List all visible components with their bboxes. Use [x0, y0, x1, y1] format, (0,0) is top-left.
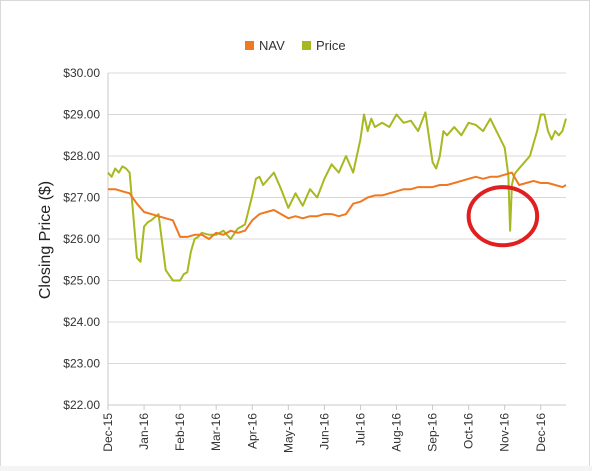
legend-price-label[interactable]: Price — [316, 38, 346, 53]
legend: NAV Price — [245, 38, 346, 53]
x-tick-label: Jun-16 — [317, 413, 331, 450]
y-axis-ticks: $22.00 $23.00 $24.00 $25.00 $26.00 $27.00 $28.… — [63, 66, 100, 412]
x-tick-label: Jan-16 — [137, 413, 151, 450]
y-tick-label: $24.00 — [63, 315, 100, 329]
legend-price-swatch — [302, 41, 311, 50]
x-tick-label: Sep-16 — [426, 413, 440, 452]
y-tick-label: $25.00 — [63, 274, 100, 288]
y-tick-label: $22.00 — [63, 398, 100, 412]
x-tick-label: Mar-16 — [209, 413, 223, 451]
y-tick-label: $30.00 — [63, 66, 100, 80]
legend-nav-label[interactable]: NAV — [259, 38, 285, 53]
y-tick-label: $27.00 — [63, 191, 100, 205]
x-tick-label: Aug-16 — [390, 413, 404, 452]
y-tick-label: $26.00 — [63, 232, 100, 246]
x-tick-label: Nov-16 — [498, 413, 512, 452]
series-lines — [107, 111, 567, 282]
x-tick-label: Dec-15 — [101, 413, 115, 452]
y-axis-title: Closing Price ($) — [37, 181, 54, 299]
x-tick-label: Apr-16 — [245, 413, 259, 449]
x-tick-label: May-16 — [281, 413, 295, 453]
series-line-nav — [108, 171, 567, 240]
y-tick-label: $23.00 — [63, 357, 100, 371]
x-axis-ticks: Dec-15 Jan-16 Feb-16 Mar-16 Apr-16 May-16 Jun-… — [101, 413, 548, 453]
y-tick-label: $29.00 — [63, 108, 100, 122]
x-tick-label: Feb-16 — [173, 413, 187, 451]
x-tick-label: Jul-16 — [353, 413, 367, 446]
legend-nav-swatch — [245, 41, 254, 50]
frame-bottom-strip — [0, 466, 592, 471]
grid-lines — [107, 72, 566, 410]
x-tick-label: Oct-16 — [462, 413, 476, 449]
highlight-ellipse — [466, 185, 540, 248]
x-tick-label: Dec-16 — [534, 413, 548, 452]
y-tick-label: $28.00 — [63, 149, 100, 163]
series-line-price — [107, 111, 567, 282]
annotations — [466, 185, 540, 248]
